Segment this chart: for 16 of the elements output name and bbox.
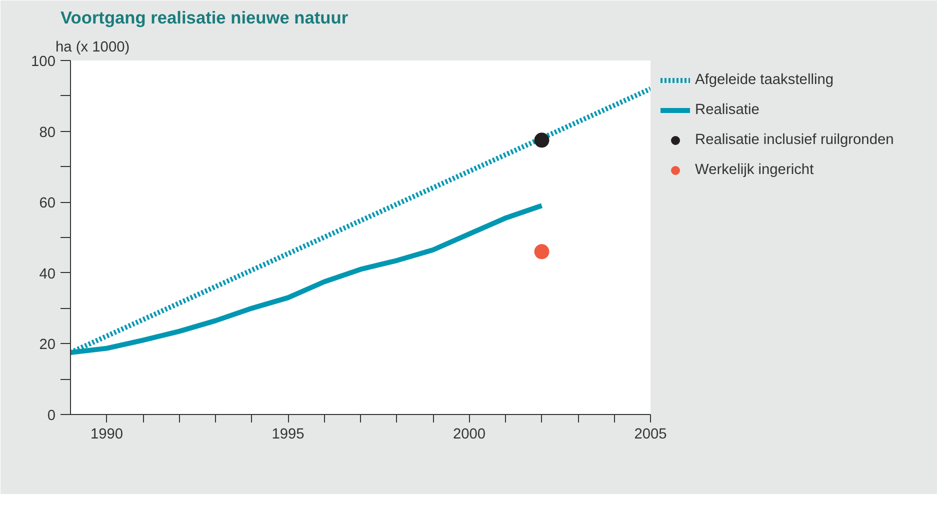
legend-label: Realisatie bbox=[695, 102, 760, 118]
y-tick-label: 60 bbox=[39, 196, 56, 212]
y-tick-label: 100 bbox=[31, 54, 56, 70]
x-tick-label: 2005 bbox=[634, 426, 667, 442]
x-tick-label: 1995 bbox=[272, 426, 304, 442]
legend-label: Werkelijk ingericht bbox=[695, 162, 814, 178]
y-tick-label: 20 bbox=[39, 337, 56, 354]
chart-title: Voortgang realisatie nieuwe natuur bbox=[60, 8, 348, 28]
y-tick-label: 40 bbox=[39, 266, 56, 282]
legend-label: Realisatie inclusief ruilgronden bbox=[695, 132, 894, 148]
legend-label: Afgeleide taakstelling bbox=[695, 72, 834, 88]
x-tick-label: 1990 bbox=[90, 426, 124, 442]
y-tick-label: 0 bbox=[47, 408, 56, 424]
y-axis-title: ha (x 1000) bbox=[56, 40, 130, 56]
x-tick-label: 2000 bbox=[452, 426, 486, 442]
y-tick-label: 80 bbox=[39, 124, 56, 141]
